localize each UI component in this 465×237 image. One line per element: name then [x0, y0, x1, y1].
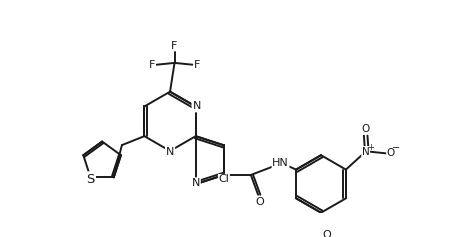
Text: F: F: [149, 60, 155, 70]
Text: S: S: [86, 173, 95, 186]
Text: N: N: [192, 178, 200, 188]
Text: F: F: [171, 41, 178, 51]
Text: N: N: [193, 101, 201, 111]
Text: +: +: [367, 143, 373, 152]
Text: O: O: [361, 124, 370, 134]
Text: O: O: [387, 148, 395, 158]
Text: −: −: [392, 143, 400, 153]
Text: F: F: [194, 60, 200, 70]
Text: O: O: [322, 230, 331, 237]
Text: HN: HN: [272, 158, 289, 168]
Text: N: N: [166, 147, 174, 157]
Text: Cl: Cl: [219, 174, 229, 184]
Text: O: O: [255, 197, 264, 207]
Text: N: N: [362, 147, 370, 157]
